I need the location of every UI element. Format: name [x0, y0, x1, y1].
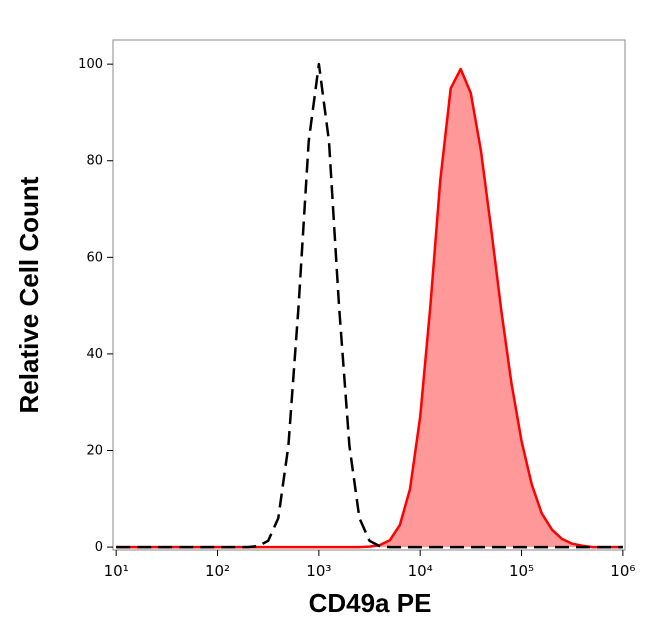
- x-tick-label: 10¹: [104, 562, 129, 580]
- x-tick-label: 10³: [306, 562, 331, 580]
- y-tick-label: 100: [78, 57, 103, 72]
- y-tick-label: 40: [86, 347, 103, 362]
- x-tick-label: 10⁶: [610, 562, 635, 580]
- y-axis-title: Relative Cell Count: [14, 176, 44, 413]
- y-tick-label: 80: [86, 154, 103, 169]
- y-tick-label: 60: [86, 250, 103, 265]
- y-tick-label: 20: [86, 444, 103, 459]
- plot-frame: [112, 39, 626, 551]
- x-tick-label: 10⁵: [509, 562, 534, 580]
- x-tick-label: 10²: [205, 562, 230, 580]
- line: [116, 67, 623, 549]
- x-tick-label: 10⁴: [408, 562, 433, 580]
- area: [116, 69, 623, 548]
- line: [116, 62, 623, 549]
- y-tick-label: 0: [95, 540, 103, 555]
- x-axis-title: CD49a PE: [309, 588, 432, 618]
